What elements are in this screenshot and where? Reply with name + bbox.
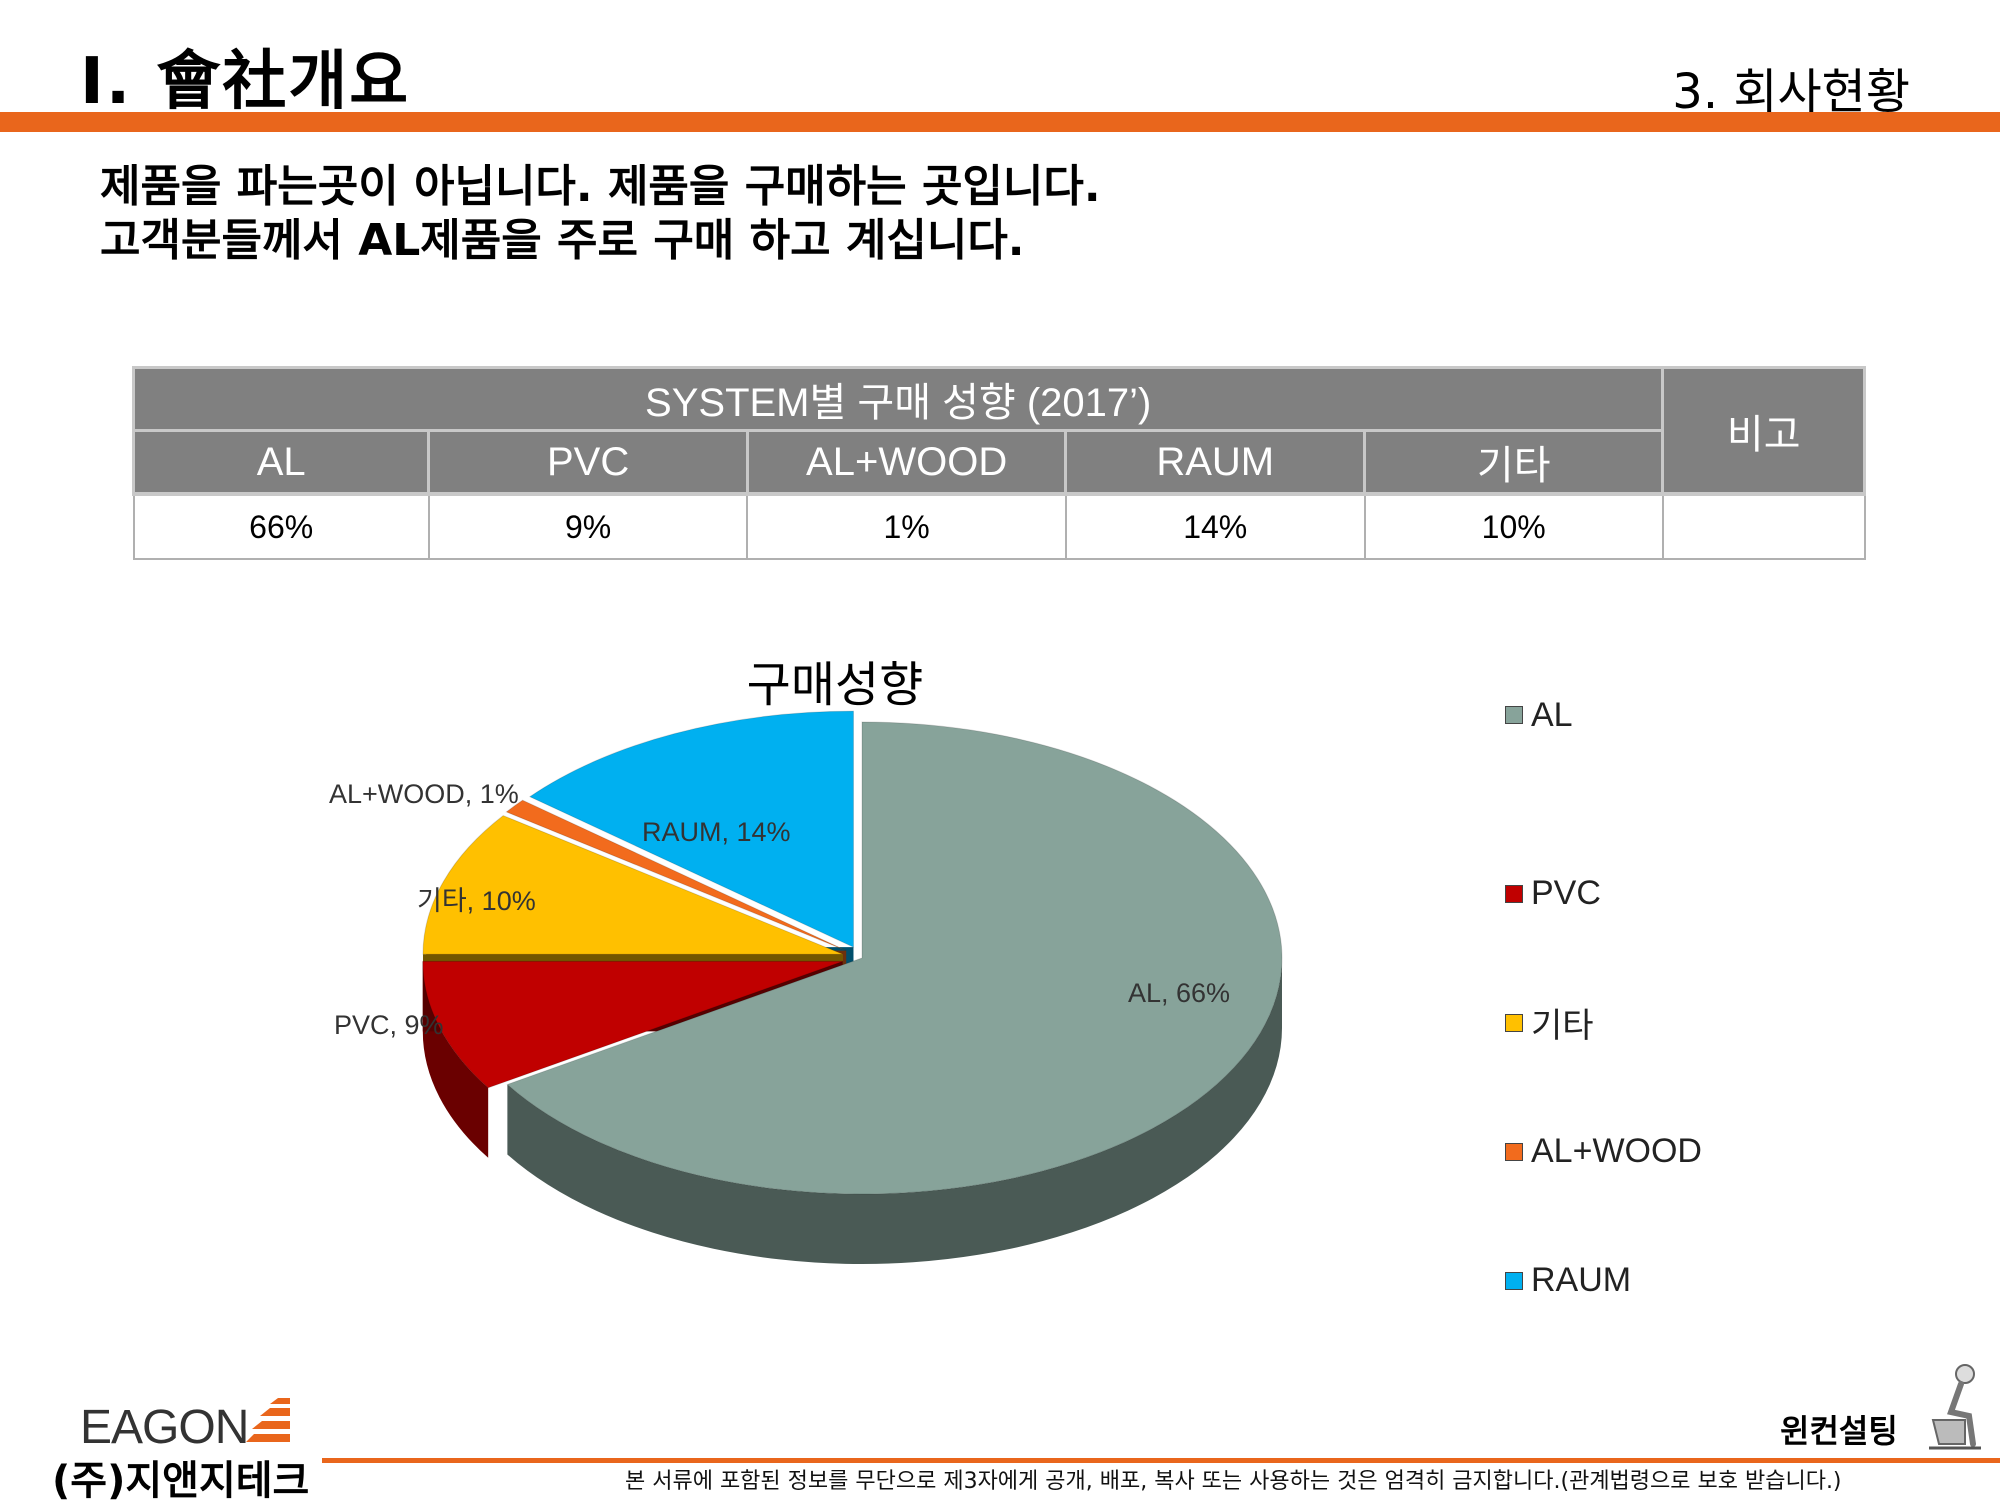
table-value-cell: 9%	[427, 492, 749, 560]
pie-slice-PVC	[422, 960, 843, 1089]
eagon-logo-mark-icon	[246, 1398, 290, 1442]
intro-line-1: 제품을 파는곳이 아닙니다. 제품을 구매하는 곳입니다.	[100, 161, 1101, 212]
chart-legend: AL PVC 기타 AL+WOOD RAUM	[1505, 696, 1702, 1345]
data-label-RAUM: RAUM, 14%	[642, 817, 791, 847]
legend-label: AL	[1531, 695, 1573, 734]
pie-slice-RAUM	[528, 710, 854, 948]
table-header-cell: 기타	[1362, 429, 1665, 496]
legend-label: PVC	[1531, 874, 1601, 912]
purchase-table: SYSTEM별 구매 성향 (2017’) 비고 AL PVC AL+WOOD …	[131, 366, 1866, 560]
table-value-cell: 10%	[1363, 492, 1664, 560]
legend-swatch	[1505, 1142, 1523, 1161]
legend-item: 기타	[1505, 958, 1702, 1087]
pie-side-AL	[507, 958, 1282, 1265]
eagon-logo-text: EAGON	[80, 1401, 249, 1454]
intro-text: 제품을 파는곳이 아닙니다. 제품을 구매하는 곳입니다. 고객분들께서 AL제…	[100, 160, 1101, 268]
bottom-accent-line	[322, 1458, 2000, 1463]
legend-swatch	[1505, 1013, 1523, 1032]
data-label-PVC: PVC, 9%	[334, 1010, 444, 1040]
pie-tops	[422, 710, 1283, 1195]
seated-figure-icon	[1929, 1364, 1981, 1450]
intro-line-2: 고객분들께서 AL제품을 주로 구매 하고 계십니다.	[100, 215, 1025, 266]
data-label-AL: AL, 66%	[1128, 978, 1230, 1008]
legend-swatch	[1505, 884, 1523, 903]
legend-label: RAUM	[1531, 1261, 1632, 1299]
top-accent-bar	[0, 112, 2000, 132]
data-label-기타: 기타, 10%	[417, 886, 536, 916]
section-subtitle: 3. 회사현황	[1672, 64, 1910, 120]
table-header-cell: PVC	[427, 429, 749, 496]
legend-item: AL+WOOD	[1505, 1087, 1702, 1216]
table-note-cell	[1661, 492, 1866, 560]
table-header-cell: AL+WOOD	[745, 429, 1068, 496]
company-name: (주)지앤지테크	[52, 1458, 310, 1504]
data-label-AL+WOOD: AL+WOOD, 1%	[329, 779, 519, 809]
legend-item: PVC	[1505, 829, 1702, 958]
legend-label: AL+WOOD	[1531, 1132, 1702, 1170]
pie-slice-AL	[506, 721, 1283, 1195]
table-header-cell: RAUM	[1064, 429, 1366, 496]
legend-swatch	[1505, 706, 1523, 724]
pie-side-PVC	[422, 961, 489, 1158]
chart-title: 구매성향	[746, 657, 924, 713]
disclaimer-text: 본 서류에 포함된 정보를 무단으로 제3자에게 공개, 배포, 복사 또는 사…	[625, 1469, 1842, 1494]
section-title: Ⅰ. 會社개요	[80, 45, 411, 119]
legend-label: 기타	[1531, 1007, 1594, 1045]
pie-slice-기타	[422, 815, 844, 955]
table-value-cell: 1%	[746, 492, 1067, 560]
table-title: SYSTEM별 구매 성향 (2017’)	[131, 366, 1665, 432]
pie-slice-AL+WOOD	[505, 799, 847, 952]
table-header-cell: AL	[131, 429, 431, 496]
legend-item: RAUM	[1505, 1216, 1702, 1345]
legend-item: AL	[1505, 696, 1702, 734]
table-note-header: 비고	[1661, 366, 1866, 496]
table-value-cell: 14%	[1064, 492, 1366, 560]
legend-swatch	[1505, 1271, 1523, 1290]
consulting-label: 윈컨설팅	[1780, 1412, 1898, 1450]
table-value-cell: 66%	[132, 492, 430, 560]
